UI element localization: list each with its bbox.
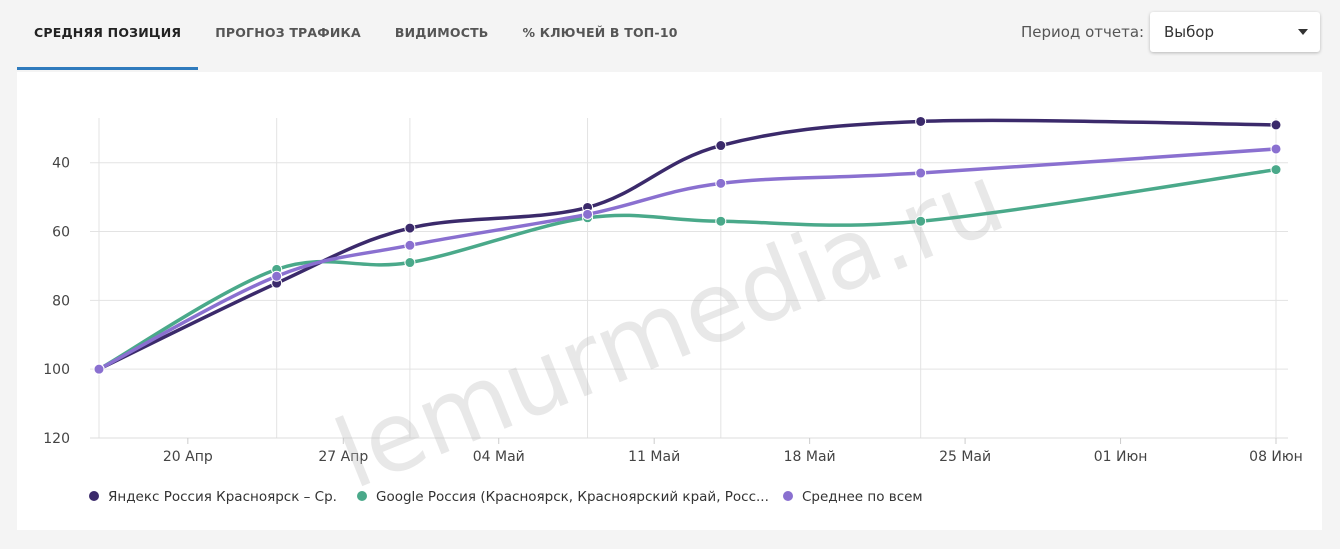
x-tick-label: 18 Май (784, 449, 836, 465)
data-point (271, 270, 283, 282)
data-point (404, 257, 416, 269)
y-tick-label: 100 (43, 362, 70, 378)
x-tick-label: 01 Июн (1094, 449, 1148, 465)
data-point (1270, 119, 1282, 131)
data-point (915, 167, 927, 179)
tab-bar: СРЕДНЯЯ ПОЗИЦИЯ ПРОГНОЗ ТРАФИКА ВИДИМОСТ… (17, 0, 695, 70)
x-tick-label: 25 Май (939, 449, 991, 465)
data-point (93, 363, 105, 375)
tab[interactable]: СРЕДНЯЯ ПОЗИЦИЯ (17, 0, 199, 70)
dropdown-arrow (1298, 29, 1308, 35)
x-tick-label: 08 Июн (1249, 449, 1303, 465)
x-tick-label: 04 Май (473, 449, 525, 465)
legend-marker (357, 491, 367, 501)
legend-label[interactable]: Google Россия (Красноярск, Красноярский … (376, 489, 769, 505)
chart-panel: 40 60 80 100 120 20 Апр 27 Апр 04 Май 11 Май 18 М… (17, 72, 1322, 530)
legend-marker (89, 491, 99, 501)
data-point (1270, 143, 1282, 155)
data-point (582, 208, 594, 220)
period-label: Период отчета: (1021, 23, 1145, 41)
x-tick-label: 20 Апр (163, 449, 213, 465)
x-tick-label: 27 Апр (318, 449, 368, 465)
y-tick-label: 40 (52, 156, 70, 172)
data-point (715, 177, 727, 189)
tab[interactable]: ВИДИМОСТЬ (394, 25, 489, 40)
tab[interactable]: % КЛЮЧЕЙ В ТОП-10 (522, 25, 678, 40)
data-point (715, 215, 727, 227)
data-point (404, 239, 416, 251)
data-point (715, 140, 727, 152)
data-point (404, 222, 416, 234)
period-select[interactable]: Выбор (1150, 12, 1320, 52)
x-tick-label: 11 Май (628, 449, 680, 465)
data-point (915, 215, 927, 227)
tab[interactable]: ПРОГНОЗ ТРАФИКА (215, 25, 361, 40)
chart: 40 60 80 100 120 20 Апр 27 Апр 04 Май 11 Май 18 М… (43, 115, 1303, 511)
data-point (915, 115, 927, 127)
y-tick-label: 60 (52, 225, 70, 241)
y-tick-label: 80 (52, 293, 70, 309)
legend-marker (783, 491, 793, 501)
data-point (1270, 164, 1282, 176)
legend-label[interactable]: Среднее по всем (802, 489, 923, 505)
select-value: Выбор (1164, 23, 1215, 41)
legend-label[interactable]: Яндекс Россия Красноярск – Ср. (108, 489, 337, 505)
y-tick-label: 120 (43, 431, 70, 447)
